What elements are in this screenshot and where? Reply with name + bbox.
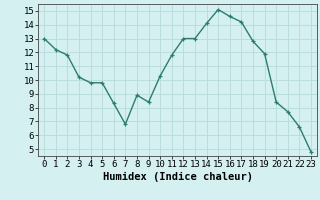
X-axis label: Humidex (Indice chaleur): Humidex (Indice chaleur) (103, 172, 252, 182)
